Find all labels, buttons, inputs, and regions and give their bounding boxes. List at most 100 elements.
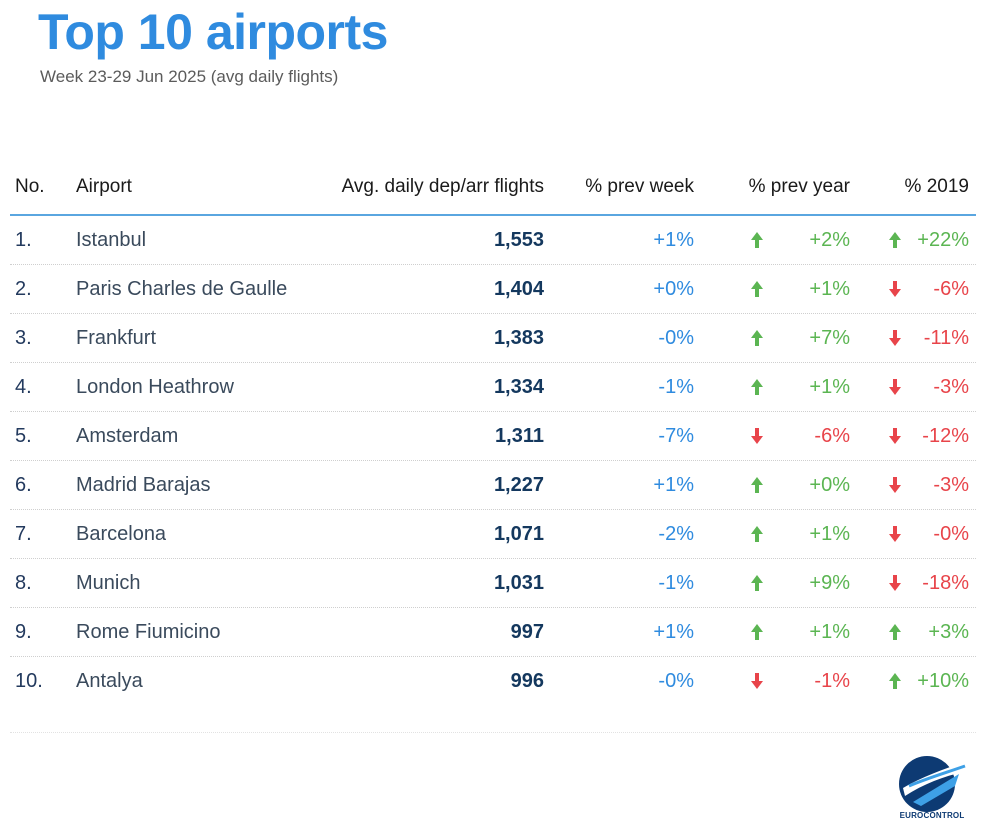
arrow-up-icon [888,216,906,264]
row-airport: Antalya [76,670,143,692]
table-row: 6. Madrid Barajas 1,227 +1% +0% -3% [10,461,976,510]
row-2019: +3% [928,621,969,643]
row-flights: 996 [510,670,544,692]
row-prev-week: +1% [653,621,694,643]
row-prev-week: -1% [658,376,694,398]
table-row: 7. Barcelona 1,071 -2% +1% -0% [10,510,976,559]
table-row: 4. London Heathrow 1,334 -1% +1% -3% [10,363,976,412]
row-2019: +22% [917,229,969,251]
row-airport: London Heathrow [76,376,234,398]
row-prev-week: -0% [658,327,694,349]
row-flights: 1,311 [495,425,544,447]
arrow-down-icon [888,559,906,607]
arrow-up-icon [750,608,768,656]
row-flights: 997 [510,621,544,643]
airports-table: No. Airport Avg. daily dep/arr flights %… [10,166,976,705]
row-prev-week: +1% [653,474,694,496]
row-flights: 1,227 [493,474,544,496]
table-row: 2. Paris Charles de Gaulle 1,404 +0% +1% -6% [10,265,976,314]
row-airport: Istanbul [76,229,147,251]
row-airport: Frankfurt [76,327,157,349]
row-number: 4. [15,376,32,398]
row-airport: Munich [76,572,141,594]
table-row: 5. Amsterdam 1,311 -7% -6% -12% [10,412,976,461]
header-airport: Airport [76,176,132,197]
header-prev-year: % prev year [748,176,850,197]
row-prev-week: -2% [658,523,694,545]
table-row: 1. Istanbul 1,553 +1% +2% +22% [10,216,976,265]
row-number: 9. [15,621,32,643]
row-prev-year: +1% [809,376,850,398]
table-header-row: No. Airport Avg. daily dep/arr flights %… [10,166,976,216]
table-row: 10. Antalya 996 -0% -1% +10% [10,657,976,705]
row-flights: 1,553 [493,229,544,251]
arrow-down-icon [888,314,906,362]
row-prev-year: +0% [809,474,850,496]
table-row: 3. Frankfurt 1,383 -0% +7% -11% [10,314,976,363]
header-no: No. [15,176,45,197]
row-prev-week: +0% [653,278,694,300]
arrow-up-icon [750,559,768,607]
row-airport: Paris Charles de Gaulle [76,278,288,300]
row-prev-year: -1% [814,670,850,692]
row-prev-year: +2% [809,229,850,251]
row-2019: -3% [933,474,969,496]
row-flights: 1,334 [493,376,544,398]
arrow-down-icon [888,363,906,411]
row-2019: +10% [917,670,969,692]
row-number: 2. [15,278,32,300]
arrow-up-icon [750,510,768,558]
arrow-down-icon [750,657,768,705]
row-airport: Barcelona [76,523,167,545]
row-prev-year: +7% [809,327,850,349]
arrow-up-icon [750,314,768,362]
row-prev-year: +9% [809,572,850,594]
arrow-up-icon [750,265,768,313]
table-row: 9. Rome Fiumicino 997 +1% +1% +3% [10,608,976,657]
row-prev-year: +1% [809,278,850,300]
row-prev-week: +1% [653,229,694,251]
row-2019: -11% [923,327,969,349]
arrow-up-icon [750,461,768,509]
row-prev-year: +1% [809,621,850,643]
row-prev-week: -1% [658,572,694,594]
arrow-up-icon [750,216,768,264]
row-2019: -3% [933,376,969,398]
row-prev-week: -0% [658,670,694,692]
arrow-up-icon [888,608,906,656]
row-number: 5. [15,425,32,447]
eurocontrol-logo-icon [899,756,969,812]
logo-name: EUROCONTROL [899,811,965,820]
row-airport: Amsterdam [76,425,179,447]
header-prev-week: % prev week [585,176,694,197]
row-flights: 1,031 [493,572,544,594]
row-number: 10. [15,670,43,692]
row-flights: 1,383 [493,327,544,349]
arrow-down-icon [888,461,906,509]
row-prev-week: -7% [658,425,694,447]
row-number: 8. [15,572,32,594]
arrow-down-icon [888,510,906,558]
footer-divider [10,732,976,734]
row-flights: 1,071 [493,523,544,545]
row-number: 3. [15,327,32,349]
header-2019: % 2019 [904,176,969,197]
row-airport: Madrid Barajas [76,474,211,496]
row-number: 7. [15,523,32,545]
row-number: 6. [15,474,32,496]
row-airport: Rome Fiumicino [76,621,221,643]
arrow-up-icon [888,657,906,705]
header-flights: Avg. daily dep/arr flights [341,176,544,197]
arrow-up-icon [750,363,768,411]
arrow-down-icon [888,412,906,460]
page-subtitle: Week 23-29 Jun 2025 (avg daily flights) [40,67,339,86]
row-prev-year: +1% [809,523,850,545]
row-number: 1. [15,229,32,251]
table-body: 1. Istanbul 1,553 +1% +2% +22% 2. Paris Charles… [10,216,976,705]
row-2019: -6% [933,278,969,300]
row-flights: 1,404 [493,278,544,300]
row-2019: -0% [933,523,969,545]
arrow-down-icon [888,265,906,313]
row-2019: -12% [922,425,969,447]
row-prev-year: -6% [814,425,850,447]
